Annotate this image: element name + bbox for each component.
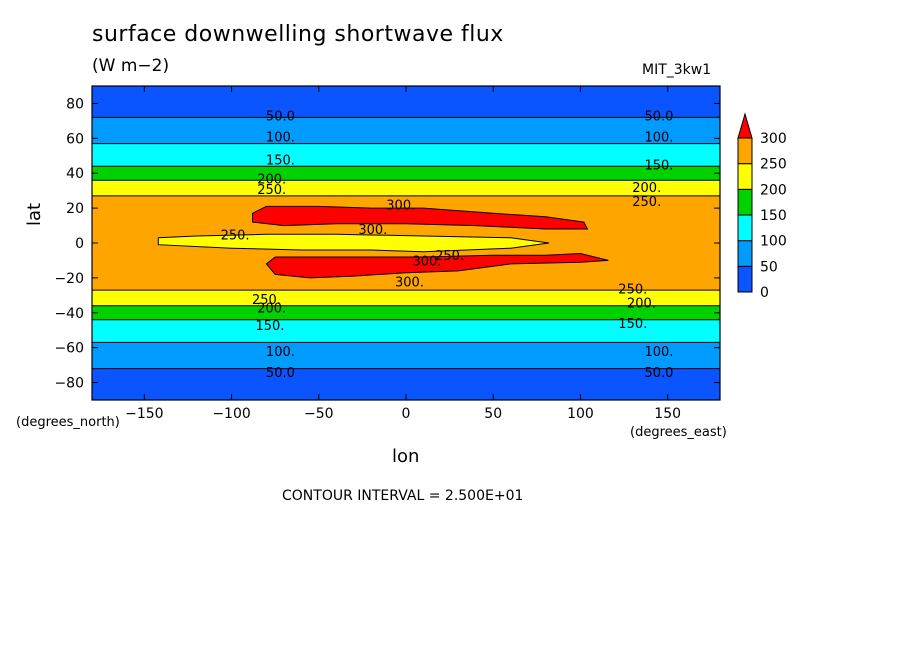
contour-label: 100. <box>644 345 673 360</box>
heatmap-region <box>157 233 550 253</box>
contour-label: 300. <box>395 275 424 290</box>
colorbar-label: 200 <box>760 182 787 198</box>
contour-label: 50.0 <box>644 366 673 381</box>
x-units-label: (degrees_east) <box>630 425 727 440</box>
contour-label: 250. <box>435 249 464 264</box>
contour-label: 150. <box>644 159 673 174</box>
heatmap-band <box>92 290 720 306</box>
x-tick-label: 0 <box>402 406 411 422</box>
y-units-label: (degrees_north) <box>16 415 120 430</box>
contour-label: 100. <box>266 131 295 146</box>
contour-label: 150. <box>266 153 295 168</box>
y-tick-label: 40 <box>66 166 84 182</box>
heatmap-band <box>92 319 720 343</box>
heatmap-band <box>92 143 720 167</box>
x-tick-label: −50 <box>304 406 334 422</box>
chart-units: (W m−2) <box>92 56 170 76</box>
contour-label: 200. <box>627 296 656 311</box>
contour-label: 250. <box>618 282 647 297</box>
contour-label: 100. <box>266 345 295 360</box>
colorbar-label: 150 <box>760 208 787 224</box>
heatmap-band <box>92 305 720 320</box>
colorbar-segment <box>737 240 753 267</box>
heatmap-band <box>92 342 720 369</box>
contour-label: 100. <box>644 131 673 146</box>
y-tick-label: −80 <box>54 376 84 392</box>
colorbar-segment <box>737 214 753 242</box>
dataset-label: MIT_3kw1 <box>642 62 712 78</box>
colorbar-label: 100 <box>760 234 787 250</box>
x-tick-label: −150 <box>125 406 163 422</box>
x-tick-label: −100 <box>212 406 250 422</box>
heatmap-band <box>92 166 720 181</box>
contour-interval-label: CONTOUR INTERVAL = 2.500E+01 <box>282 488 524 504</box>
colorbar-label: 0 <box>760 285 769 301</box>
heatmap-region <box>252 205 589 230</box>
chart-title: surface downwelling shortwave flux <box>92 22 504 47</box>
colorbar-label: 300 <box>760 131 787 147</box>
x-tick-label: 100 <box>567 406 594 422</box>
colorbar-label: 50 <box>760 259 778 275</box>
contour-label: 50.0 <box>266 366 295 381</box>
y-tick-label: −60 <box>54 341 84 357</box>
contour-label: 300. <box>386 199 415 214</box>
heatmap-band <box>92 180 720 196</box>
y-tick-label: 0 <box>75 236 84 252</box>
contour-label: 300. <box>412 254 441 269</box>
contour-label: 300. <box>358 223 387 238</box>
contour-label: 250. <box>221 228 250 243</box>
y-tick-label: 60 <box>66 131 84 147</box>
colorbar-segment <box>737 163 753 190</box>
contour-label: 150. <box>618 317 647 332</box>
colorbar-segment <box>737 188 753 216</box>
colorbar-segment <box>737 137 753 165</box>
x-tick-label: 150 <box>654 406 681 422</box>
contour-label: 250. <box>632 195 661 210</box>
colorbar-segment <box>737 265 753 293</box>
heatmap-region <box>265 252 609 279</box>
contour-label: 200. <box>632 181 661 196</box>
heatmap-band <box>92 117 720 144</box>
contour-label: 200. <box>257 302 286 317</box>
colorbar-label: 250 <box>760 157 787 173</box>
contour-label: 50.0 <box>644 110 673 125</box>
y-tick-label: −40 <box>54 306 84 322</box>
contour-label: 150. <box>255 319 284 334</box>
y-tick-label: 20 <box>66 201 84 217</box>
contour-label: 250. <box>252 293 281 308</box>
y-tick-label: 80 <box>66 96 84 112</box>
colorbar-overflow <box>737 112 753 139</box>
contour-label: 250. <box>257 183 286 198</box>
x-tick-label: 50 <box>484 406 502 422</box>
contour-label: 200. <box>257 172 286 187</box>
y-tick-label: −20 <box>54 271 84 287</box>
x-axis-label: lon <box>392 446 420 467</box>
contour-label: 50.0 <box>266 110 295 125</box>
